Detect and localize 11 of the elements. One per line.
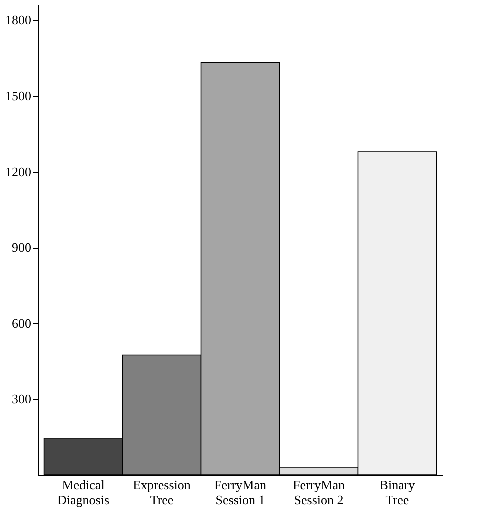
y-tick-label: 1800 bbox=[6, 12, 32, 28]
x-tick-label: FerryMan Session 2 bbox=[292, 478, 346, 508]
y-tick-label: 300 bbox=[12, 392, 32, 407]
y-tick-label: 1500 bbox=[6, 88, 32, 104]
x-tick-label: Binary Tree bbox=[380, 478, 416, 508]
x-tick-label: FerryMan Session 1 bbox=[214, 478, 267, 508]
y-tick-label: 600 bbox=[12, 316, 32, 331]
y-tick-label: 1200 bbox=[6, 164, 32, 180]
x-tick-label: Expression Tree bbox=[133, 478, 192, 508]
x-tick-label: Medical Diagnosis bbox=[58, 478, 110, 508]
y-tick-label: 900 bbox=[12, 240, 32, 256]
